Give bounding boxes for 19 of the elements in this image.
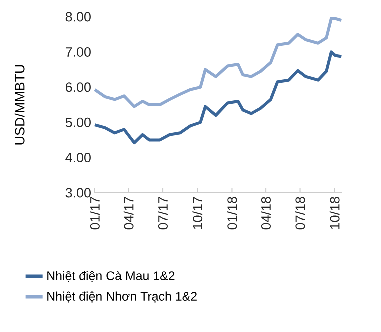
x-tick-label: 01/18 [227, 197, 238, 230]
y-tick-label: 7.00 [66, 47, 91, 57]
y-tick-label: 6.00 [66, 82, 91, 92]
x-tick-label: 07/17 [158, 197, 168, 230]
x-tick-label: 07/18 [295, 197, 306, 230]
line-series [94, 50, 344, 145]
x-tick-label: 04/18 [261, 197, 271, 230]
x-tick-label: 10/17 [192, 197, 203, 230]
line-series [94, 17, 344, 108]
x-tick-label: 01/17 [90, 197, 100, 230]
legend-label: Nhiệt điện Cà Mau 1&2 [48, 271, 175, 282]
y-tick-label: 3.00 [66, 188, 91, 198]
y-tick-label: 5.00 [66, 118, 91, 128]
legend-label: Nhiệt điện Nhơn Trạch 1&2 [48, 292, 197, 303]
x-tick-label: 04/17 [124, 197, 134, 230]
y-axis-title: USD/MMBTU [14, 65, 25, 145]
y-tick-label: 4.00 [66, 153, 91, 163]
x-tick-label: 10/18 [330, 197, 340, 230]
y-tick-label: 8.00 [66, 12, 91, 22]
